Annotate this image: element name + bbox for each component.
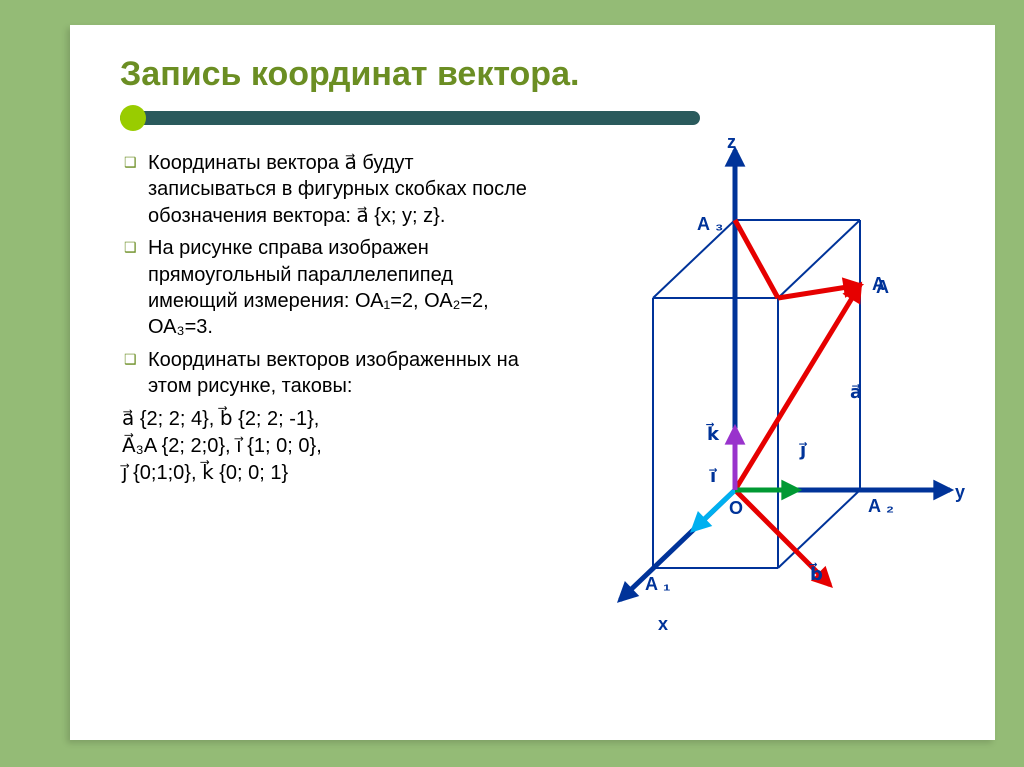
svg-text:a⃗: a⃗ (850, 382, 862, 402)
coord-line: A⃗₃A {2; 2;0}, i⃗ {1; 0; 0}, (122, 433, 540, 460)
slide-card: Запись координат вектора. Координаты век… (70, 25, 995, 740)
text-column: Координаты вектора a⃗ будут записываться… (120, 150, 540, 487)
svg-text:i⃗: i⃗ (709, 466, 718, 486)
svg-text:y: y (955, 482, 965, 502)
bullet-item: Координаты вектора a⃗ будут записываться… (120, 150, 540, 229)
svg-text:j⃗: j⃗ (799, 440, 808, 460)
svg-text:А ₁: А ₁ (645, 574, 670, 594)
slide-title: Запись координат вектора. (120, 55, 965, 94)
bullet-item: Координаты векторов изображенных на этом… (120, 347, 540, 400)
svg-text:А ₃: А ₃ (697, 214, 723, 234)
bullet-item: На рисунке справа изображен прямоугольны… (120, 235, 540, 341)
coord-line: j⃗ {0;1;0}, k⃗ {0; 0; 1} (122, 460, 540, 487)
svg-text:z: z (727, 132, 736, 152)
coord-line: a⃗ {2; 2; 4}, b⃗ {2; 2; -1}, (122, 406, 540, 433)
svg-text:О: О (729, 498, 743, 518)
vector-diagram: zyxa⃗b⃗i⃗j⃗k⃗ОА ₁А ₂А ₃АА (550, 130, 970, 650)
svg-text:А: А (872, 274, 885, 294)
svg-text:А ₂: А ₂ (868, 496, 894, 516)
svg-text:x: x (658, 614, 668, 634)
accent-underline (120, 108, 965, 128)
diagram-column: zyxa⃗b⃗i⃗j⃗k⃗ОА ₁А ₂А ₃АА (560, 150, 965, 487)
svg-text:k⃗: k⃗ (706, 423, 720, 444)
svg-text:b⃗: b⃗ (809, 563, 823, 584)
